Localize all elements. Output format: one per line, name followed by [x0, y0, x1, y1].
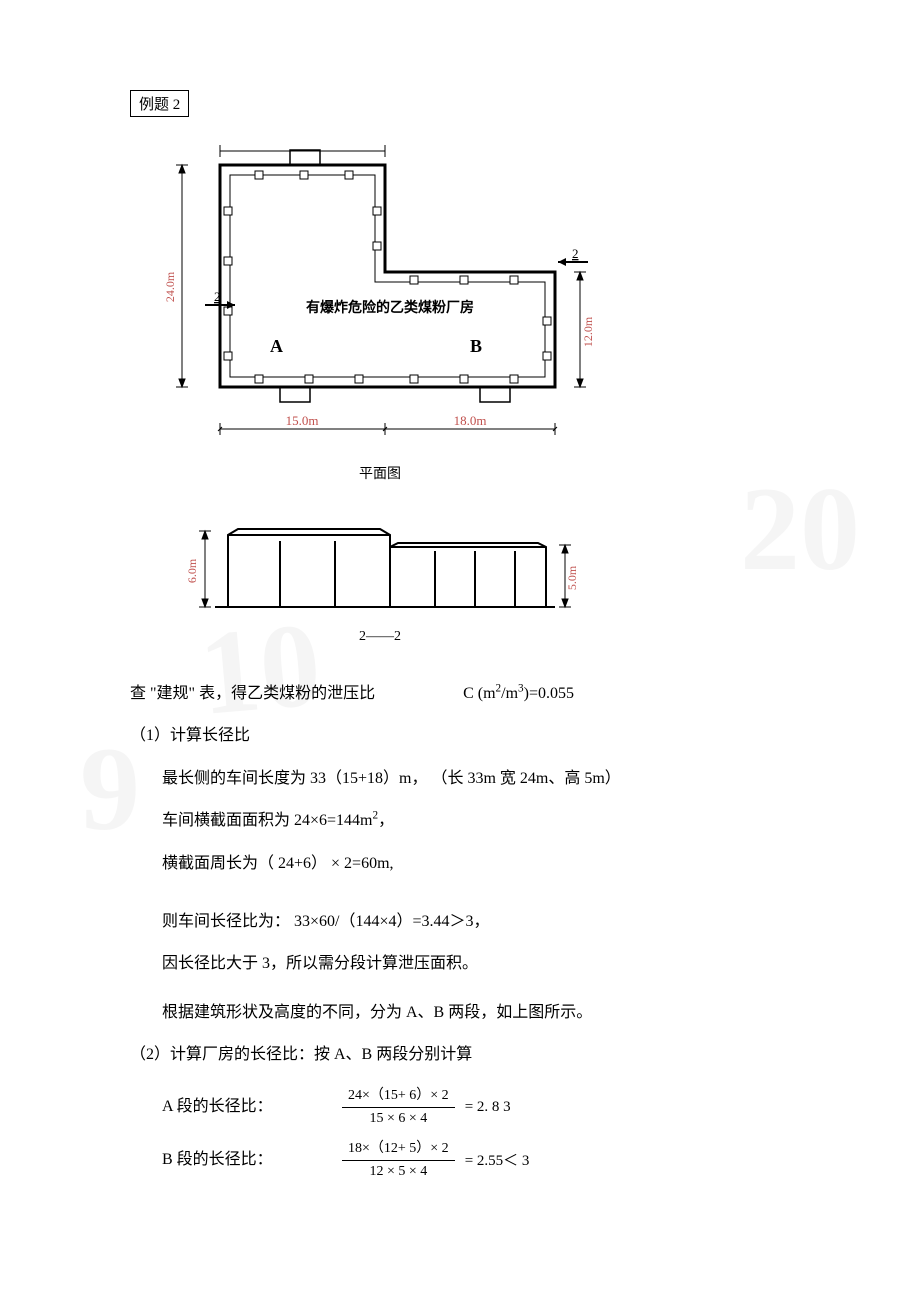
dim-right-12: 12.0m — [581, 316, 595, 347]
line1b: C (m — [463, 685, 495, 702]
plan-diagram-area: 24.0m 12.0m — [160, 137, 600, 645]
line1a: 查 "建规" 表，得乙类煤粉的泄压比 — [130, 685, 375, 702]
formula-a-result: = 2. 8 3 — [465, 1089, 511, 1125]
formula-b-num: 18×（12+ 5）× 2 — [342, 1140, 455, 1161]
formula-b-result: = 2.55＜ 3 — [465, 1143, 530, 1179]
line-3: 最长侧的车间长度为 33（15+18）m， （长 33m 宽 24m、高 5m） — [130, 760, 790, 798]
label-a: A — [270, 336, 283, 356]
line4b: ， — [378, 812, 394, 829]
formula-b-label: B 段的长径比： — [162, 1141, 322, 1179]
line1c: /m — [501, 685, 518, 702]
section-dim-left: 6.0m — [185, 558, 199, 583]
label-b: B — [470, 336, 482, 356]
section-mark-right: 2 — [572, 246, 579, 261]
formula-a-den: 15 × 6 × 4 — [363, 1108, 433, 1128]
line-5: 横截面周长为（ 24+6） × 2=60m, — [130, 845, 790, 883]
line-7: 因长径比大于 3，所以需分段计算泄压面积。 — [130, 945, 790, 983]
formula-a-label: A 段的长径比： — [162, 1088, 322, 1126]
line-6: 则车间长径比为： 33×60/（144×4）=3.44＞3， — [130, 903, 790, 941]
formula-b-row: B 段的长径比： 18×（12+ 5）× 2 12 × 5 × 4 = 2.55… — [130, 1140, 790, 1181]
line-2: （1）计算长径比 — [130, 717, 790, 755]
formula-a-row: A 段的长径比： 24×（15+ 6）× 2 15 × 6 × 4 = 2. 8… — [130, 1087, 790, 1128]
line-1: 查 "建规" 表，得乙类煤粉的泄压比 C (m2/m3)=0.055 — [130, 675, 790, 713]
formula-a-fraction: 24×（15+ 6）× 2 15 × 6 × 4 — [342, 1087, 455, 1128]
room-label: 有爆炸危险的乙类煤粉厂房 — [306, 299, 474, 316]
watermark-1: 20 — [740, 460, 860, 598]
plan-view-svg: 24.0m 12.0m — [160, 137, 600, 457]
formula-b-den: 12 × 5 × 4 — [363, 1161, 433, 1181]
dim-bottom-18: 18.0m — [454, 413, 487, 428]
section-caption: 2——2 — [160, 629, 600, 645]
line-8: 根据建筑形状及高度的不同，分为 A、B 两段，如上图所示。 — [130, 994, 790, 1032]
example-label: 例题 2 — [130, 90, 189, 117]
line1d: )=0.055 — [524, 685, 574, 702]
section-mark-left: 2 — [214, 289, 221, 304]
dim-bottom-15: 15.0m — [286, 413, 319, 428]
line4a: 车间横截面面积为 24×6=144m — [162, 812, 373, 829]
section-view-svg: 6.0m 5.0m — [160, 513, 600, 623]
dim-left-24: 24.0m — [163, 271, 177, 302]
body-text: 查 "建规" 表，得乙类煤粉的泄压比 C (m2/m3)=0.055 （1）计算… — [130, 675, 790, 1181]
formula-b-fraction: 18×（12+ 5）× 2 12 × 5 × 4 — [342, 1140, 455, 1181]
line-9: （2）计算厂房的长径比：按 A、B 两段分别计算 — [130, 1036, 790, 1074]
formula-a-num: 24×（15+ 6）× 2 — [342, 1087, 455, 1108]
plan-caption: 平面图 — [160, 463, 600, 483]
line-4: 车间横截面面积为 24×6=144m2， — [130, 802, 790, 840]
section-dim-right: 5.0m — [565, 565, 579, 590]
